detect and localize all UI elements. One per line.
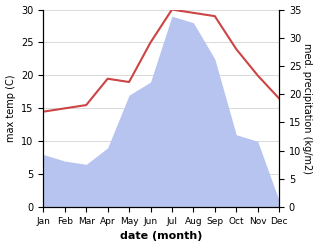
- Y-axis label: max temp (C): max temp (C): [5, 75, 16, 142]
- Y-axis label: med. precipitation (kg/m2): med. precipitation (kg/m2): [302, 43, 313, 174]
- X-axis label: date (month): date (month): [120, 231, 203, 242]
